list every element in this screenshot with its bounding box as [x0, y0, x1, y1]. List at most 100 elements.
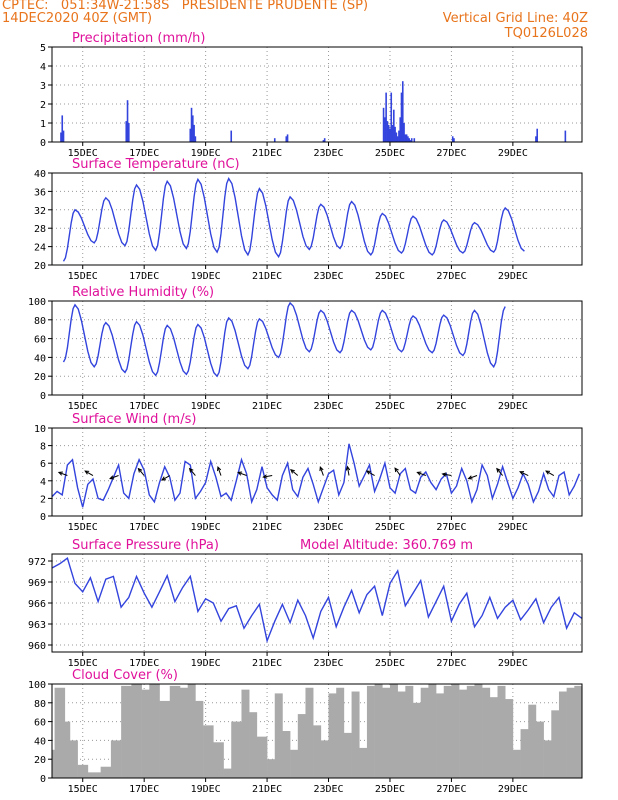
- cloud-cover-bar-64: [574, 685, 583, 778]
- cloud-cover-bar-21: [241, 689, 250, 778]
- cloud-cover-bar-11: [149, 684, 160, 778]
- wind-ytick-label-3: 6: [40, 459, 46, 470]
- precipitation-bar-16: [323, 138, 326, 142]
- precipitation-bar-21: [387, 124, 390, 142]
- precipitation-xtick-label-4: 23DEC: [313, 148, 343, 159]
- precipitation-bar-42: [453, 138, 455, 142]
- cloud-cover-bar-34: [343, 732, 352, 778]
- precipitation-bar-32: [401, 81, 404, 142]
- cloud-cover-bar-28: [297, 714, 306, 778]
- pressure-annotation: Model Altitude: 360.769 m: [300, 538, 473, 553]
- wind-arrow-head-9: [290, 468, 295, 474]
- temperature-ytick-label-1: 24: [34, 243, 46, 254]
- wind-arrow-head-1: [84, 470, 90, 475]
- cloud-cover-bar-5: [87, 772, 101, 778]
- precipitation-bar-23: [390, 92, 393, 142]
- humidity-ytick-label-1: 20: [34, 372, 46, 383]
- cloud-cover-bar-20: [231, 721, 242, 778]
- header-station: CPTEC: 051:34W-21:58S PRESIDENTE PRUDENT…: [2, 0, 369, 13]
- temperature-ytick-label-3: 32: [34, 206, 46, 217]
- pressure-xtick-label-0: 15DEC: [68, 658, 98, 669]
- cloud-cover-bar-43: [413, 702, 421, 778]
- cloud-cover-bar-48: [451, 684, 460, 778]
- wind-series-line: [51, 443, 581, 508]
- precipitation-ytick-label-3: 3: [40, 81, 46, 92]
- wind-arrow-10: [319, 466, 324, 476]
- pressure-xtick-label-5: 25DEC: [375, 658, 405, 669]
- cloud-cover-bar-37: [366, 685, 375, 778]
- precipitation-bar-44: [536, 128, 538, 142]
- wind-arrow-17: [496, 468, 504, 476]
- precipitation-bar-17: [382, 107, 385, 142]
- precipitation-bar-4: [126, 100, 129, 142]
- wind-arrow-18: [519, 471, 529, 476]
- wind-arrow-0: [58, 471, 68, 476]
- humidity-xtick-label-7: 29DEC: [498, 401, 528, 412]
- cloud-cover-bar-6: [100, 766, 112, 778]
- precipitation-bar-22: [389, 128, 391, 142]
- humidity-ytick-label-0: 0: [40, 391, 46, 402]
- wind-arrow-9: [290, 469, 299, 476]
- humidity-xtick-label-3: 21DEC: [252, 401, 282, 412]
- precipitation-bar-45: [564, 130, 567, 142]
- precipitation-bar-33: [403, 123, 405, 142]
- cloud-cover-xtick-label-1: 17DEC: [129, 784, 159, 795]
- pressure-ytick-label-1: 963: [28, 620, 46, 631]
- wind-ytick-label-5: 10: [34, 424, 46, 435]
- wind-ytick-label-2: 4: [40, 477, 46, 488]
- cloud-cover-bar-36: [359, 747, 368, 778]
- header-grid-line: Vertical Grid Line: 40Z: [442, 11, 588, 26]
- cloud-cover-bar-26: [282, 731, 291, 778]
- temperature-xtick-label-3: 21DEC: [252, 271, 282, 282]
- precipitation-bar-39: [410, 138, 413, 142]
- cloud-cover-bar-0: [52, 749, 55, 778]
- wind-arrow-4: [161, 475, 171, 481]
- pressure-title: Surface Pressure (hPa): [72, 538, 219, 553]
- cloud-cover-bar-25: [274, 693, 283, 778]
- cloud-cover-xtick-label-5: 25DEC: [375, 784, 405, 795]
- precipitation-bar-29: [398, 130, 400, 142]
- wind-xtick-label-5: 25DEC: [375, 522, 405, 533]
- cloud-cover-bar-59: [535, 721, 544, 778]
- precipitation-bar-2: [62, 130, 65, 142]
- cloud-cover-bar-44: [420, 687, 429, 778]
- humidity-xtick-label-2: 19DEC: [191, 401, 221, 412]
- pressure-series-line: [51, 557, 583, 644]
- cloud-cover-xtick-label-0: 15DEC: [68, 784, 98, 795]
- precipitation-ytick-label-4: 4: [40, 62, 46, 73]
- temperature-xtick-label-1: 17DEC: [129, 271, 159, 282]
- cloud-cover-bar-2: [64, 721, 71, 778]
- precipitation-xtick-label-3: 21DEC: [252, 148, 282, 159]
- temperature-ytick-label-2: 28: [34, 224, 46, 235]
- precipitation-ytick-label-0: 0: [40, 138, 46, 149]
- cloud-cover-bar-54: [497, 685, 506, 778]
- precipitation-bar-13: [285, 136, 288, 142]
- precipitation-xtick-label-6: 27DEC: [436, 148, 466, 159]
- wind-arrow-6: [217, 466, 222, 476]
- cloud-cover-bar-49: [459, 689, 468, 778]
- wind-ytick-label-0: 0: [40, 512, 46, 523]
- cloud-cover-bar-1: [54, 687, 66, 778]
- cloud-cover-bar-24: [267, 759, 276, 778]
- wind-title: Surface Wind (m/s): [72, 412, 196, 427]
- wind-arrow-3: [138, 468, 145, 476]
- precipitation-bar-15: [322, 140, 325, 142]
- precipitation-bar-20: [386, 121, 389, 142]
- humidity-title: Relative Humidity (%): [72, 285, 214, 300]
- cloud-cover-bar-35: [351, 691, 360, 778]
- wind-arrow-head-13: [394, 467, 399, 473]
- cloud-cover-bar-51: [474, 684, 483, 778]
- cloud-cover-bar-57: [520, 729, 529, 778]
- precipitation-bar-31: [400, 92, 403, 142]
- cloud-cover-bar-17: [203, 725, 214, 778]
- wind-arrow-5: [189, 468, 196, 476]
- cloud-cover-xtick-label-7: 29DEC: [498, 784, 528, 795]
- temperature-frame: [51, 172, 583, 266]
- cloud-cover-bar-42: [405, 685, 414, 778]
- cloud-cover-bar-46: [436, 693, 445, 778]
- cloud-cover-bar-39: [382, 687, 391, 778]
- precipitation-xtick-label-2: 19DEC: [191, 148, 221, 159]
- humidity-xtick-label-1: 17DEC: [129, 401, 159, 412]
- cloud-cover-ytick-label-4: 80: [34, 699, 46, 710]
- wind-arrow-13: [394, 467, 401, 476]
